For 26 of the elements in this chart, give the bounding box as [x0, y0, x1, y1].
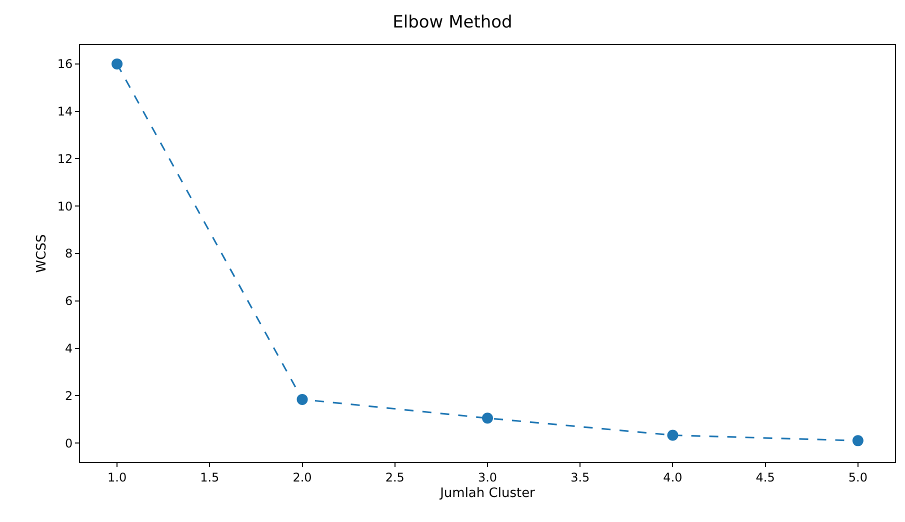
x-axis-title: Jumlah Cluster [439, 486, 536, 501]
x-tick-label: 1.5 [200, 470, 220, 484]
x-tick-label: 2.0 [292, 470, 312, 484]
x-tick-label: 4.0 [663, 470, 682, 484]
chart-title: Elbow Method [392, 12, 512, 33]
x-tick-label: 3.0 [478, 470, 498, 484]
x-tick-label: 1.0 [108, 470, 127, 484]
point [112, 58, 123, 70]
x-tick-label: 5.0 [848, 470, 868, 484]
y-tick-label: 16 [57, 57, 73, 72]
x-tick-label: 4.5 [756, 470, 775, 484]
y-tick-label: 0 [64, 436, 73, 450]
y-tick-label: 12 [57, 152, 73, 166]
y-tick-label: 14 [57, 104, 73, 119]
point [296, 394, 308, 405]
x-tick-label: 2.5 [385, 470, 404, 484]
y-tick-label: 10 [57, 199, 73, 214]
point [667, 430, 678, 441]
x-tick-label: 3.5 [570, 470, 590, 484]
y-axis-title: WCSS [34, 234, 50, 273]
y-tick-label: 4 [64, 341, 73, 356]
y-tick-label: 2 [64, 388, 73, 403]
point [852, 435, 864, 446]
y-tick-label: 6 [64, 294, 73, 308]
point [482, 412, 493, 424]
y-tick-label: 8 [64, 246, 73, 261]
